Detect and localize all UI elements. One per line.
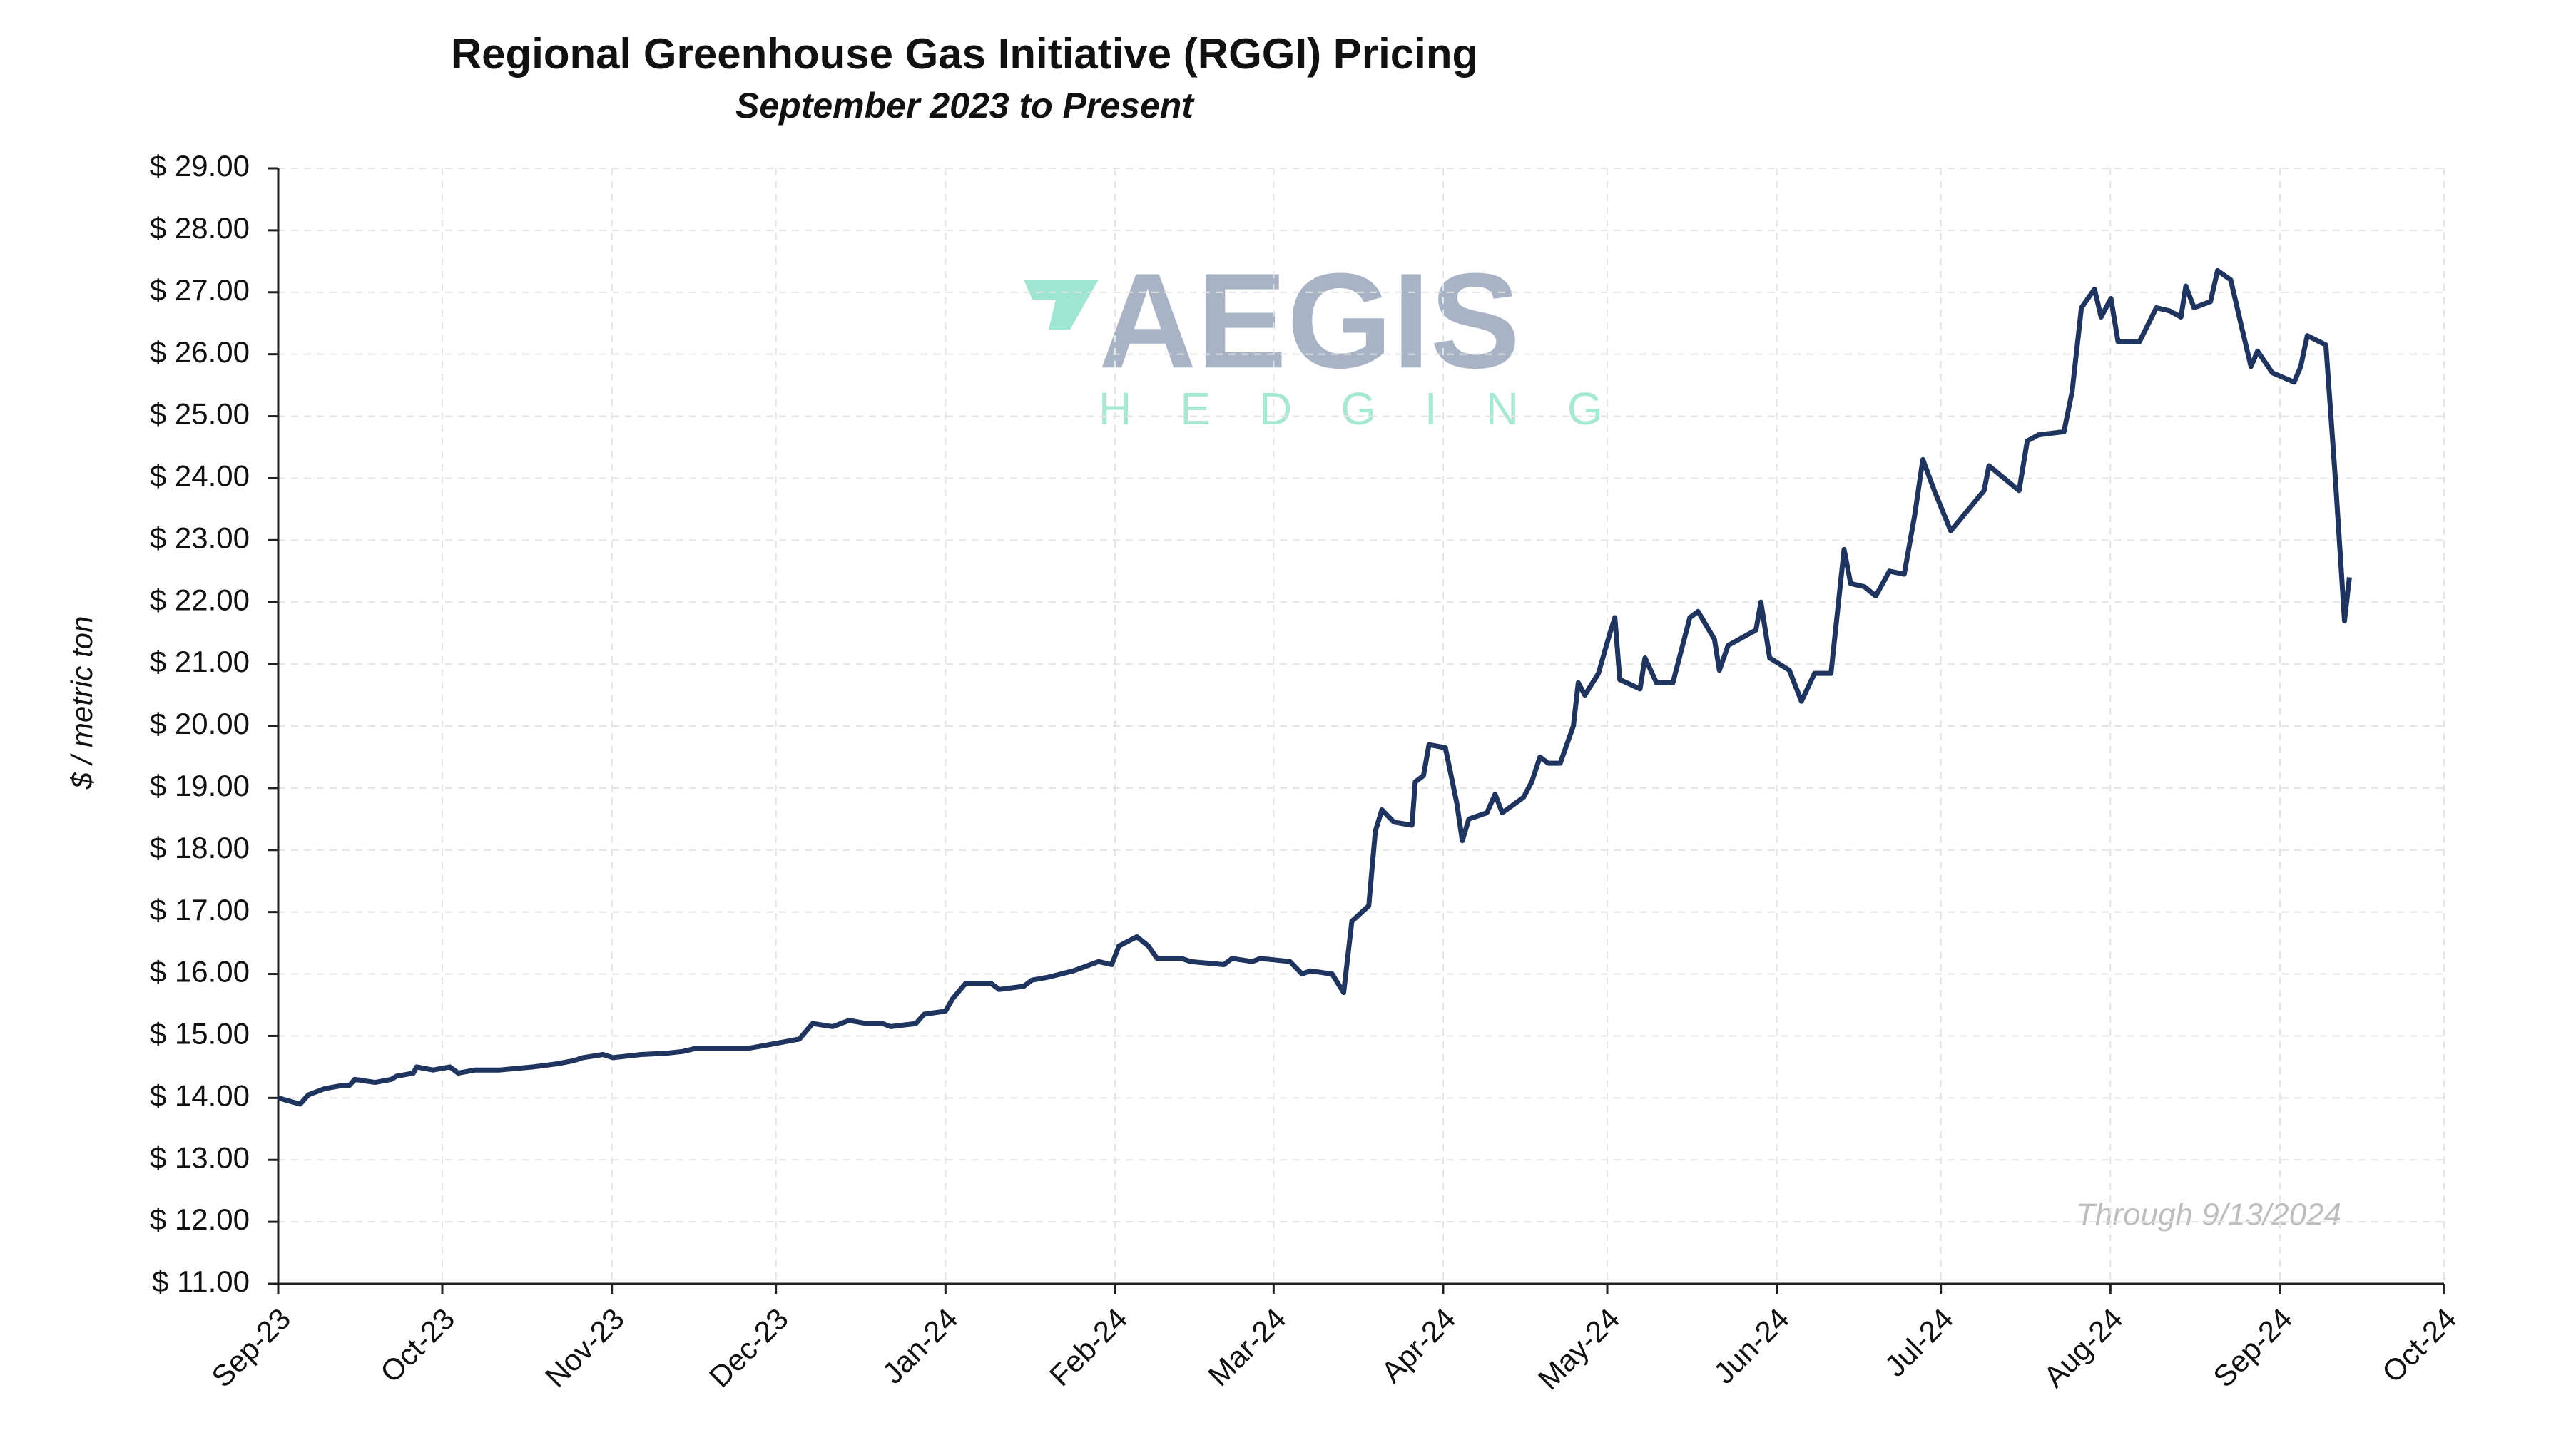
- x-tick-label: Sep-24: [2206, 1302, 2298, 1394]
- x-tick-label: Feb-24: [1043, 1302, 1134, 1392]
- y-tick-label: $ 22.00: [150, 583, 250, 616]
- y-tick-label: $ 25.00: [150, 397, 250, 431]
- logo-icon: [1024, 280, 1099, 330]
- logo: AEGIS HEDGING: [1024, 245, 1651, 434]
- annotation: Through 9/13/2024: [2076, 1198, 2341, 1232]
- y-tick-label: $ 24.00: [150, 459, 250, 493]
- x-tick-label: Jun-24: [1707, 1302, 1796, 1390]
- logo-tagline: HEDGING: [1099, 383, 1651, 434]
- y-tick-label: $ 28.00: [150, 211, 250, 245]
- y-tick-label: $ 29.00: [150, 149, 250, 183]
- y-tick-label: $ 16.00: [150, 955, 250, 989]
- y-tick-label: $ 12.00: [150, 1203, 250, 1236]
- y-tick-label: $ 13.00: [150, 1140, 250, 1174]
- y-tick-label: $ 21.00: [150, 645, 250, 678]
- logo-name: AEGIS: [1099, 245, 1520, 397]
- y-tick-label: $ 11.00: [152, 1265, 250, 1298]
- x-tick-label: Jul-24: [1878, 1302, 1960, 1383]
- x-tick-label: Oct-24: [2376, 1302, 2463, 1389]
- y-axis-title: $ / metric ton: [65, 616, 98, 790]
- x-tick-label: Jan-24: [875, 1302, 964, 1390]
- y-tick-label: $ 15.00: [150, 1017, 250, 1051]
- chart-title: Regional Greenhouse Gas Initiative (RGGI…: [451, 30, 1478, 78]
- y-tick-label: $ 17.00: [150, 893, 250, 926]
- y-tick-label: $ 20.00: [150, 707, 250, 740]
- chart-subtitle: September 2023 to Present: [735, 86, 1195, 126]
- x-tick-label: Nov-23: [539, 1302, 631, 1394]
- x-tick-label: Sep-23: [205, 1302, 297, 1394]
- y-tick-label: $ 19.00: [150, 769, 250, 802]
- x-tick-label: Mar-24: [1201, 1302, 1292, 1392]
- x-tick-label: Aug-24: [2037, 1302, 2129, 1394]
- y-tick-label: $ 23.00: [150, 521, 250, 554]
- x-tick-label: Apr-24: [1375, 1302, 1462, 1389]
- y-tick-label: $ 26.00: [150, 335, 250, 369]
- x-tick-label: Oct-23: [374, 1302, 461, 1389]
- y-tick-label: $ 14.00: [150, 1078, 250, 1112]
- x-tick-label: May-24: [1532, 1302, 1626, 1396]
- x-tick-label: Dec-23: [703, 1302, 795, 1394]
- price-line: [278, 267, 2352, 1107]
- y-tick-label: $ 27.00: [150, 273, 250, 307]
- y-tick-label: $ 18.00: [150, 831, 250, 864]
